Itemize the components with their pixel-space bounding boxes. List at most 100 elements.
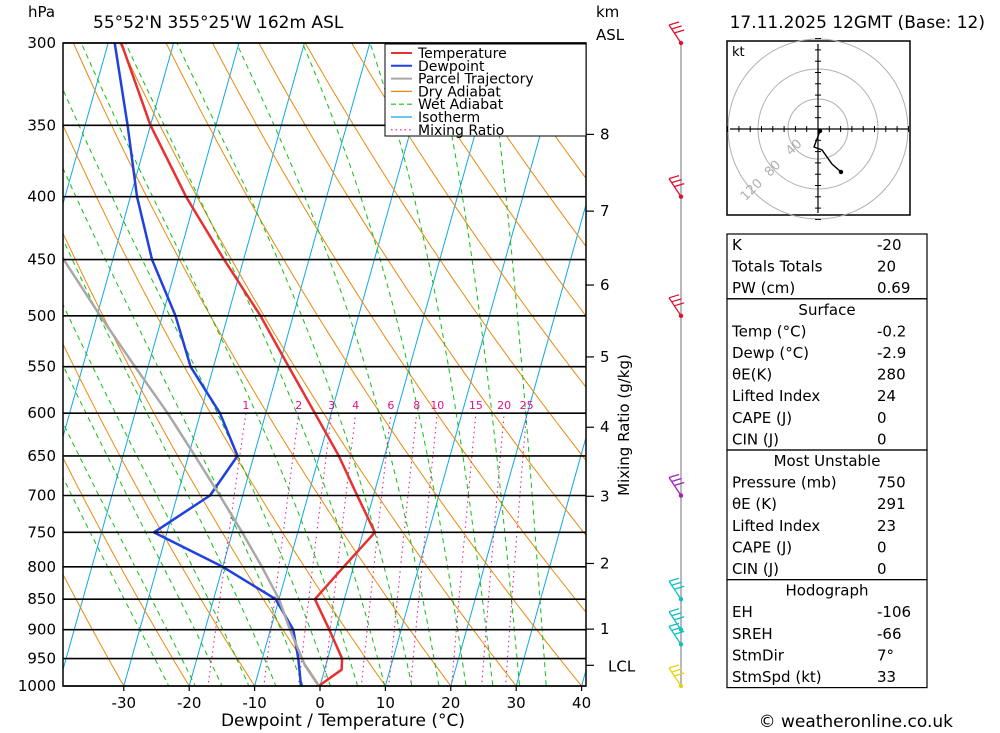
wet-adiabat-line [63,364,223,686]
wind-barb-flag [671,477,682,483]
wet-adiabat-line [63,421,196,686]
index-value: 23 [877,517,896,535]
isotherm-line [63,43,109,206]
km-tick-label: 1 [600,620,610,638]
pressure-tick-label: 1000 [18,677,56,695]
wind-barb-flag [668,622,680,627]
legend-box [384,43,587,137]
dry-adiabat-line [119,43,517,686]
dry-adiabat-line [443,43,586,248]
index-value: 0.69 [877,279,910,297]
isotherm-line [63,43,240,672]
index-label: θE (K) [732,495,777,513]
index-section-title: Most Unstable [774,452,881,470]
pressure-tick-label: 600 [27,404,56,422]
skewt-axes: 3003504004505005506006507007508008509009… [18,34,636,712]
legend-label: Parcel Trajectory [418,72,534,88]
index-label: Pressure (mb) [732,474,837,492]
index-section-title: Hodograph [785,582,868,600]
pressure-tick-label: 450 [27,251,56,269]
index-label: SREH [732,625,773,643]
x-tick-label: 20 [441,694,460,712]
wind-barb [668,608,685,631]
wind-barb [668,473,685,496]
index-label: Dewp (°C) [732,344,809,362]
isotherm-line [123,43,305,686]
wind-barb [668,664,685,687]
mixing-ratio-label: 2 [295,399,302,412]
legend-label: Isotherm [418,110,480,126]
index-value: -66 [877,625,902,643]
wet-adiabat-line [301,43,467,686]
wind-barb-staff [668,611,682,631]
dry-adiabat-line [258,43,586,537]
wind-barb-staff [668,626,682,645]
wind-barb-staff [668,178,682,198]
wind-barb-flag [668,608,680,613]
mixing-ratio-line [410,413,438,686]
wind-barb-staff [668,667,682,687]
wet-adiabat-line [63,303,250,686]
pressure-tick-label: 400 [27,188,56,206]
wind-barb [668,622,685,645]
index-value: 291 [877,495,906,513]
index-value: 0 [877,560,887,578]
index-label: Totals Totals [731,258,823,276]
wind-barb-flag [671,668,682,673]
dry-adiabat-line [63,573,125,686]
pressure-tick-label: 350 [27,116,56,134]
wind-barb [668,21,685,44]
index-label: CAPE (J) [732,409,792,427]
hodograph-end-dot [838,169,844,175]
km-tick-label: 6 [600,276,610,294]
x-axis-label: Dewpoint / Temperature (°C) [221,711,465,731]
skewt-background-lines [63,43,586,686]
dry-adiabat-line [304,43,586,462]
temperature-profile-line [120,43,377,686]
index-value: -2.9 [877,344,906,362]
index-value: -20 [877,236,902,254]
wind-barb-flag [671,581,682,586]
dry-adiabat-line [63,343,256,686]
pressure-tick-label: 500 [27,307,56,325]
km-tick-label: 8 [600,125,610,143]
index-label: CIN (J) [732,560,779,578]
legend-label: Temperature [417,46,507,62]
mixing-ratio-label: 6 [387,399,394,412]
index-label: StmDir [732,646,785,664]
index-value: 0 [877,538,887,556]
index-label: EH [732,603,753,621]
index-label: CIN (J) [732,430,779,448]
index-value: 20 [877,258,896,276]
km-tick-label: 2 [600,554,610,572]
index-value: 33 [877,668,896,686]
wind-barb-flag [674,616,685,621]
plot-frame [62,42,587,687]
wind-barb-staff [668,297,682,317]
pressure-tick-label: 950 [27,650,56,668]
skewt-series [63,43,377,686]
hodograph-unit-label: kt [732,45,745,60]
km-tick-label: 5 [600,348,610,366]
wind-barb-flag [668,664,680,669]
dry-adiabat-line [165,43,583,686]
x-tick-label: 30 [507,694,526,712]
index-value: 0 [877,409,887,427]
isotherm-line [450,202,586,686]
wind-barb-flag [671,626,682,631]
wet-adiabat-line [487,43,547,686]
x-tick-label: -10 [242,694,267,712]
index-label: θE(K) [732,366,772,384]
hpa-label: hPa [28,3,55,21]
wind-barb-flag [674,585,685,590]
index-value: -0.2 [877,322,906,340]
wind-barb-staff [668,24,682,44]
index-section-title: Surface [798,301,855,319]
index-label: Temp (°C) [731,322,806,340]
pressure-tick-label: 550 [27,358,56,376]
copyright-footer: © weatheronline.co.uk [759,712,954,732]
wind-barb-flag [671,25,682,30]
